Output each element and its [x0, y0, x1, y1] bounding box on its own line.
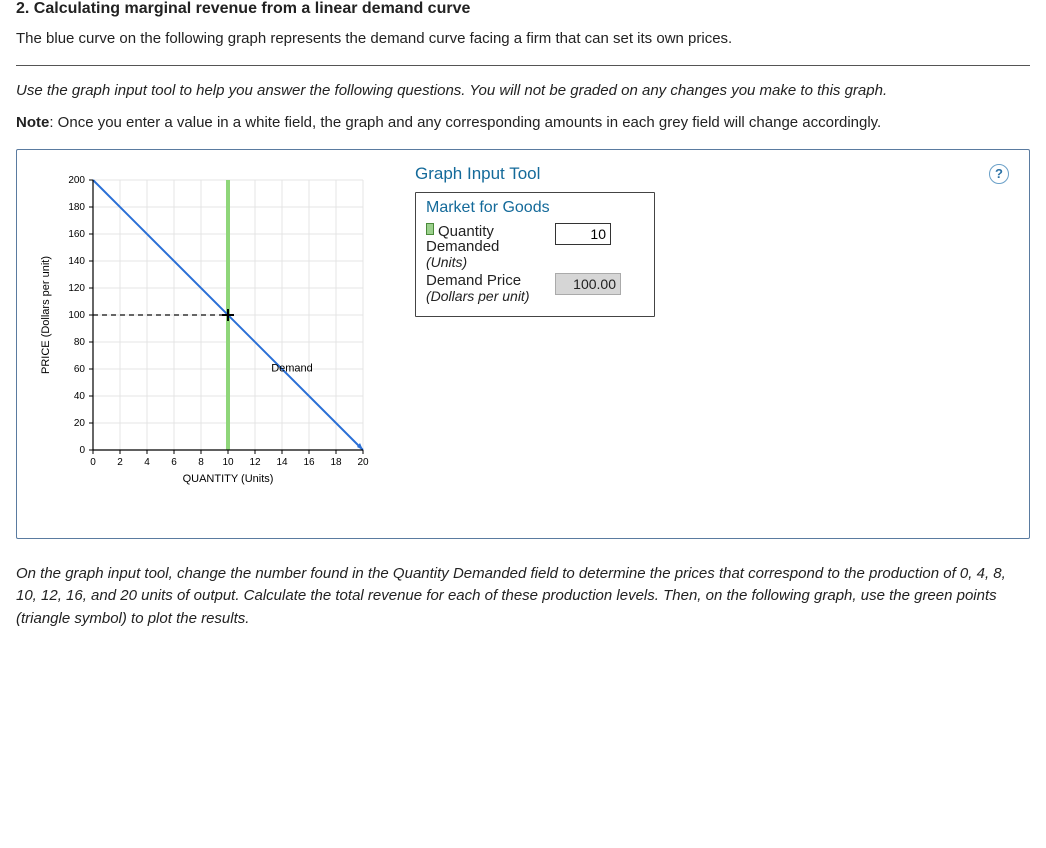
demand-chart[interactable]: 0246810121416182002040608010012014016018…	[31, 164, 391, 524]
svg-text:200: 200	[68, 175, 85, 186]
svg-text:8: 8	[198, 457, 204, 468]
svg-text:16: 16	[303, 457, 315, 468]
svg-text:18: 18	[330, 457, 342, 468]
qty-label-sub: (Units)	[426, 254, 467, 270]
note-prefix: Note	[16, 114, 49, 131]
svg-text:14: 14	[276, 457, 288, 468]
quantity-row: Quantity Demanded (Units)	[426, 223, 644, 271]
svg-text:20: 20	[357, 457, 369, 468]
quantity-swatch-icon	[426, 223, 434, 235]
instruction-text: Use the graph input tool to help you ans…	[16, 80, 1030, 103]
qty-label-main: Quantity Demanded	[426, 223, 499, 256]
market-title: Market for Goods	[426, 199, 644, 217]
svg-text:40: 40	[74, 391, 86, 402]
divider	[16, 65, 1030, 66]
price-label-sub: (Dollars per unit)	[426, 288, 529, 304]
price-row: Demand Price (Dollars per unit) 100.00	[426, 273, 644, 305]
demand-price-readonly: 100.00	[555, 273, 621, 295]
svg-text:4: 4	[144, 457, 150, 468]
svg-text:60: 60	[74, 364, 86, 375]
intro-text: The blue curve on the following graph re…	[16, 28, 1030, 51]
chart-container: 0246810121416182002040608010012014016018…	[31, 164, 391, 524]
svg-text:0: 0	[90, 457, 96, 468]
note-text: Note: Once you enter a value in a white …	[16, 112, 1030, 135]
svg-text:Demand: Demand	[271, 362, 313, 374]
svg-text:0: 0	[79, 445, 85, 456]
svg-text:100: 100	[68, 310, 85, 321]
question-heading: 2. Calculating marginal revenue from a l…	[16, 0, 1030, 18]
svg-text:120: 120	[68, 283, 85, 294]
svg-text:12: 12	[249, 457, 261, 468]
svg-text:80: 80	[74, 337, 86, 348]
svg-text:140: 140	[68, 256, 85, 267]
price-label-main: Demand Price	[426, 272, 521, 289]
svg-text:20: 20	[74, 418, 86, 429]
svg-text:PRICE (Dollars per unit): PRICE (Dollars per unit)	[40, 256, 52, 374]
graph-panel: 0246810121416182002040608010012014016018…	[16, 149, 1030, 539]
svg-text:160: 160	[68, 229, 85, 240]
closing-instruction: On the graph input tool, change the numb…	[16, 563, 1030, 631]
help-icon[interactable]: ?	[989, 164, 1009, 184]
svg-text:10: 10	[222, 457, 234, 468]
graph-input-tool: Graph Input Tool ? Market for Goods Quan…	[415, 164, 1015, 318]
svg-text:QUANTITY (Units): QUANTITY (Units)	[183, 473, 274, 485]
svg-text:180: 180	[68, 202, 85, 213]
svg-text:6: 6	[171, 457, 177, 468]
quantity-demanded-input[interactable]	[555, 223, 611, 245]
tool-title: Graph Input Tool	[415, 164, 540, 184]
svg-text:2: 2	[117, 457, 123, 468]
note-body: : Once you enter a value in a white fiel…	[49, 114, 881, 131]
market-box: Market for Goods Quantity Demanded (Unit…	[415, 192, 655, 318]
